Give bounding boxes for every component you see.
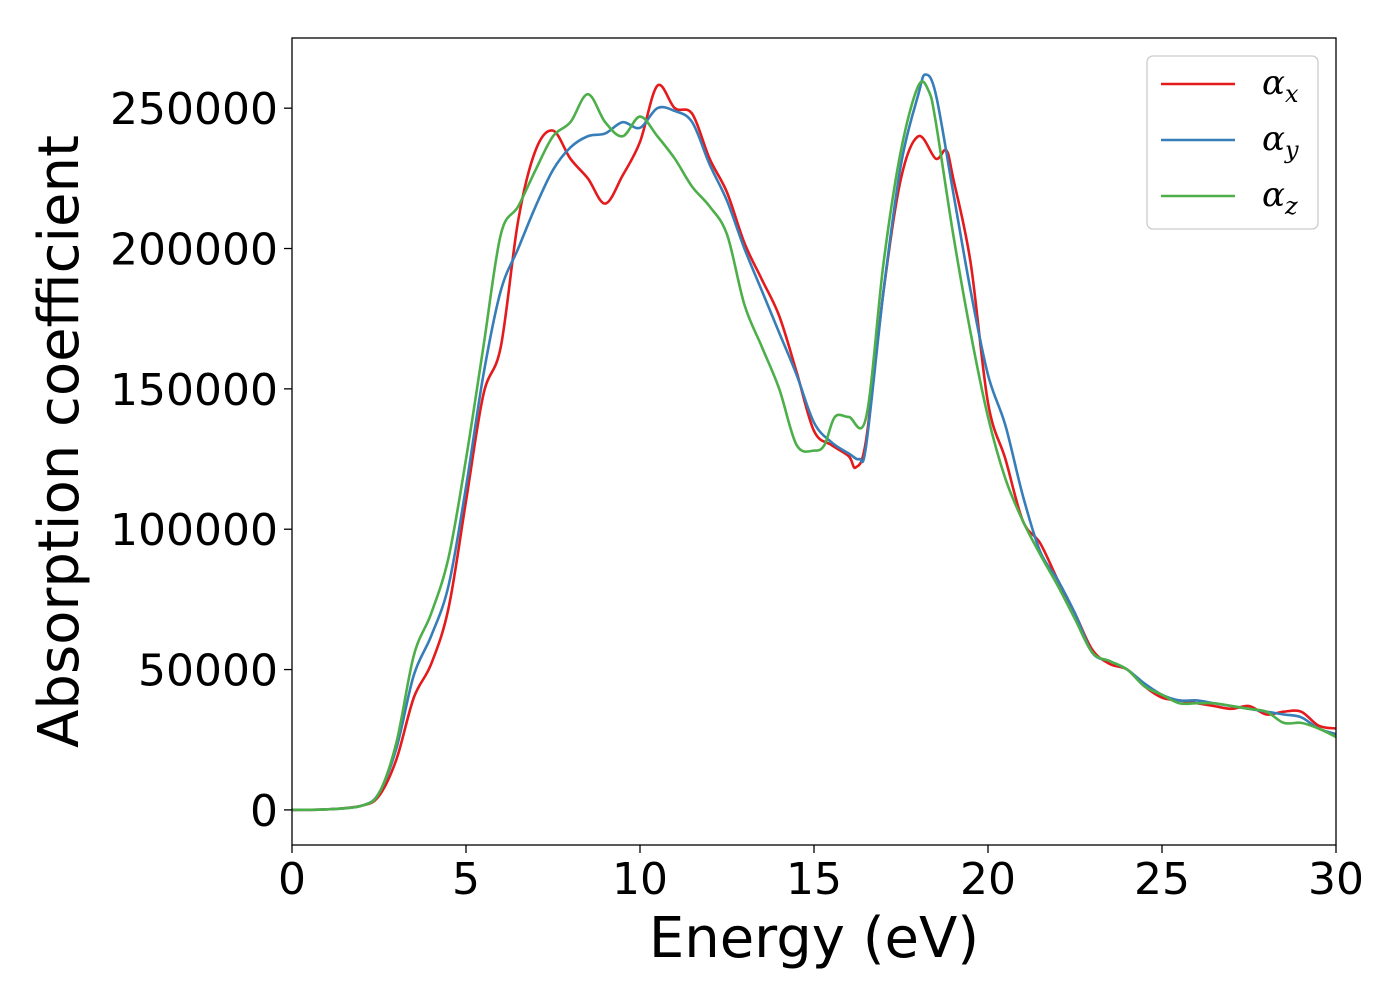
- y-tick-label: 100000: [110, 505, 278, 556]
- y-tick-label: 0: [250, 786, 278, 837]
- series-layer: [292, 73, 1336, 812]
- y-tick-label: 150000: [110, 365, 278, 416]
- y-tick-label: 50000: [138, 646, 278, 697]
- x-tick-label: 15: [786, 854, 842, 905]
- y-axis-label: Absorption coefficient: [27, 135, 92, 748]
- x-tick-label: 25: [1134, 854, 1190, 905]
- x-tick-label: 5: [452, 854, 480, 905]
- legend: αx αy αz: [1146, 55, 1319, 230]
- legend-label-y: αy: [1262, 119, 1299, 164]
- legend-box: [1146, 55, 1319, 230]
- y-tick-label: 200000: [110, 225, 278, 276]
- x-tick-label: 30: [1308, 854, 1364, 905]
- x-tick-label: 10: [612, 854, 668, 905]
- y-axis-ticks: 0 50000 100000 150000 200000 250000: [110, 84, 292, 837]
- legend-label-x: αx: [1262, 63, 1299, 108]
- x-tick-label: 20: [960, 854, 1016, 905]
- series-line-x: [292, 83, 1336, 812]
- x-axis-ticks: 0 5 10 15 20 25 30: [278, 845, 1364, 905]
- y-tick-label: 250000: [110, 84, 278, 135]
- legend-label-z: αz: [1262, 175, 1298, 220]
- x-axis-label: Energy (eV): [649, 906, 979, 971]
- series-line-z: [292, 80, 1336, 812]
- x-tick-label: 0: [278, 854, 306, 905]
